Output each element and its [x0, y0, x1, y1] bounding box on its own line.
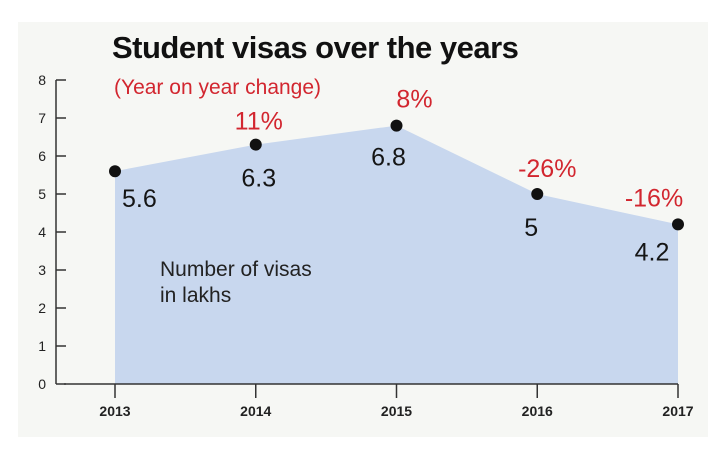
points-layer	[109, 119, 684, 231]
labels-layer: 5.6 6.3 6.8 5 4.2 11% 8% -26% -16% Number of visa…	[122, 86, 683, 307]
value-label: 6.8	[371, 144, 406, 172]
value-label: 4.2	[635, 238, 670, 266]
x-tick-label: 2014	[240, 403, 271, 419]
data-point	[390, 119, 403, 132]
x-tick-label: 2015	[381, 403, 412, 419]
chart-subtitle: (Year on year change)	[114, 76, 322, 99]
chart-title: Student visas over the years	[112, 30, 519, 65]
change-label: -16%	[625, 184, 683, 212]
y-tick-label: 6	[38, 148, 46, 164]
x-tick-label: 2013	[99, 403, 130, 419]
series-area	[115, 125, 678, 384]
y-tick-label: 4	[38, 224, 46, 240]
y-tick-label: 1	[38, 338, 46, 354]
data-point	[672, 218, 684, 231]
data-point	[531, 188, 544, 200]
value-label: 6.3	[241, 165, 276, 193]
y-tick-label: 8	[38, 72, 46, 88]
y-tick-label: 7	[38, 110, 46, 126]
y-tick-label: 5	[38, 186, 46, 202]
change-label: -26%	[518, 155, 576, 183]
axis-layer: 0 1 2 3 4 5 6 7 8 2013 2014 2015 2016 2017	[38, 72, 694, 419]
data-point	[249, 138, 262, 151]
y-tick-label: 3	[38, 262, 46, 278]
series-annotation: Number of visas in lakhs	[160, 258, 312, 307]
x-tick-label: 2017	[662, 403, 693, 419]
value-label: 5	[524, 214, 538, 242]
change-label: 8%	[396, 86, 432, 114]
y-tick-label: 2	[38, 300, 46, 316]
x-tick-label: 2016	[522, 403, 553, 419]
y-tick-label: 0	[38, 376, 46, 392]
change-label: 11%	[235, 108, 283, 136]
value-label: 5.6	[122, 185, 157, 213]
data-point	[109, 165, 121, 178]
area-layer	[115, 125, 678, 384]
